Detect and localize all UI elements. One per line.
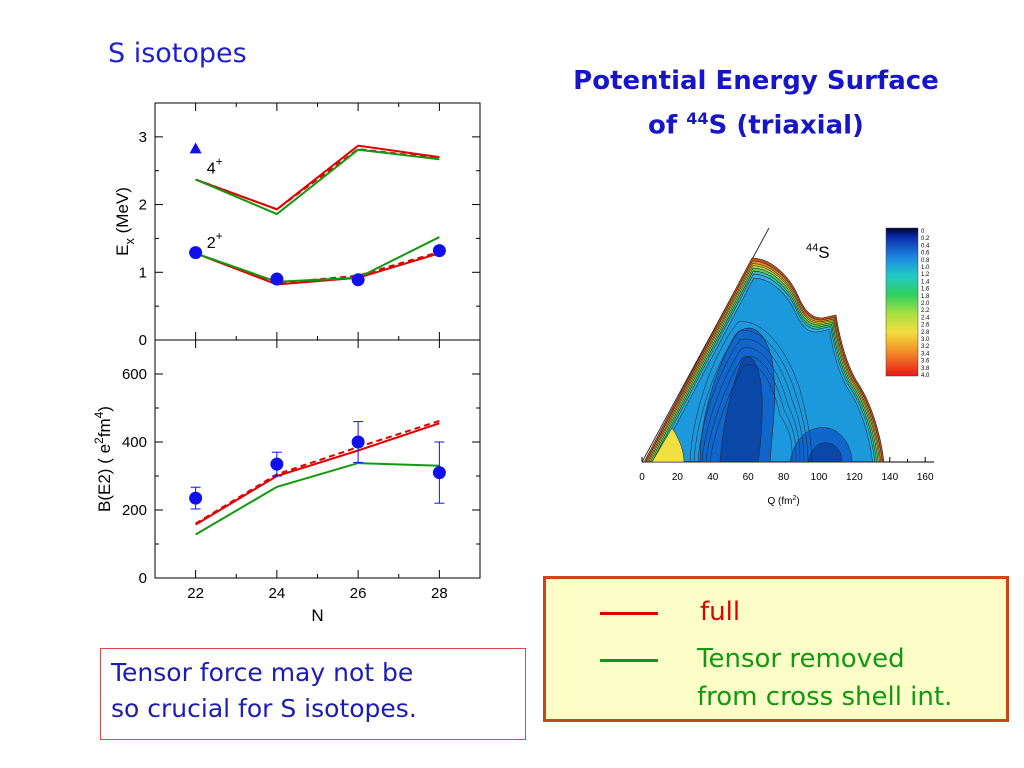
top-ytick-label: 1 [139,264,147,281]
top-plot-frame [154,102,481,341]
bottom-exp-point [351,435,365,449]
pes-title-line2: of 44S (triaxial) [536,100,976,145]
pes-colorbar-label: 2.2 [921,308,930,314]
pes-xtick-label: 160 [917,472,934,483]
pes-basin-oblate-core [807,442,843,463]
top-ylabel: Ex (MeV) [113,187,137,256]
pes-colorbar-label: 3.4 [921,351,930,357]
bottom-xtick-label: 22 [187,585,204,602]
top-annotation-0: 4+ [207,154,223,177]
top-exp-2plus-point [270,272,284,286]
bottom-ytick-label: 600 [122,366,147,383]
top-series-tensor_removed-values_4plus [195,148,440,216]
pes-xtick-label: 80 [778,472,790,483]
pes-xtick-label: 140 [881,472,898,483]
pes-title-mass: 44 [686,109,709,128]
pes-colorbar-label: 1.8 [921,294,930,300]
be2-chart: 0 200 400 600 22 24 26 28 N B(E2) ( e2fm4) [92,339,481,625]
top-series-full-dashed-values_4plus [195,148,440,211]
bottom-xtick-label: 26 [350,585,367,602]
top-exp-2plus-point [351,273,365,287]
pes-edge-yellow [651,427,685,463]
bottom-exp-point [432,466,446,480]
pes-colorbar-label: 2.8 [921,330,930,336]
note-line-2: so crucial for S isotopes. [111,694,417,723]
top-ytick-label: 2 [139,197,147,214]
top-ytick-label: 3 [139,129,147,146]
bottom-series-full [195,422,440,526]
bottom-xtick-label: 28 [431,585,448,602]
bottom-series-tensor_removed [195,462,440,536]
note-line-1: Tensor force may not be [111,658,414,687]
top-annotation-1: 2+ [207,229,223,252]
pes-colorbar-label: 2.6 [921,323,930,329]
pes-contour-line [701,347,801,463]
pes-colorbar-label: 0 [921,229,925,235]
pes-colorbar-label: 0.6 [921,251,930,257]
pes-colorbar-label: 3.2 [921,344,930,350]
bottom-ytick-label: 400 [122,434,147,451]
pes-colorbar-label: 2.0 [921,301,930,307]
pes-colorbar-label: 1.0 [921,265,930,271]
bottom-xtick-label: 24 [269,585,286,602]
pes-colorbar-label: 3.0 [921,337,930,343]
pes-colorbar-label: 3.6 [921,359,930,365]
bottom-exp-point [270,457,284,471]
pes-colorbar-label: 0.2 [921,236,930,242]
pes-basin-core [719,356,763,463]
top-series-tensor_removed-values_2plus [195,236,440,283]
note-text: Tensor force may not be so crucial for S… [111,655,515,727]
pes-colorbar-label: 4.0 [921,373,930,379]
pes-colorbar-label: 1.6 [921,287,930,293]
pes-colorbar-label: 1.2 [921,272,930,278]
legend-tensor-label-2: from cross shell int. [697,682,953,712]
pes-contour-line [709,364,793,463]
pes-xlabel: Q (fm2) [767,495,799,507]
pes-title-rest: S (triaxial) [708,110,864,141]
pes-title: Potential Energy Surface of 44S (triaxia… [536,62,976,145]
top-exp-4plus-point [189,142,202,154]
pes-colorbar-label: 0.8 [921,258,930,264]
top-exp-2plus-point [189,246,203,260]
pes-xtick-label: 0 [639,472,645,483]
pes-colorbar-label: 2.4 [921,315,930,321]
bottom-plot-frame [154,339,481,579]
pes-nucleus-label: 44S [806,242,830,262]
pes-xtick-label: 20 [672,472,684,483]
pes-colorbar-label: 0.4 [921,243,930,249]
legend-box: full Tensor removed from cross shell int… [543,576,1009,722]
bottom-xlabel: N [311,606,323,625]
pes-xtick-label: 60 [743,472,755,483]
pes-contour-line [693,330,809,463]
pes-colorbar-label: 3.8 [921,366,930,372]
legend-tensor-line [600,659,658,662]
excitation-energy-chart: 0 1 2 3 Ex (MeV) 4+ 2+ [113,102,481,349]
bottom-series-full-dashed [195,419,440,525]
legend-full-label: full [700,597,741,627]
top-ytick-label: 0 [139,332,147,349]
pes-title-of: of [648,110,687,141]
note-box: Tensor force may not be so crucial for S… [100,648,526,740]
pes-xtick-label: 120 [846,472,863,483]
bottom-ylabel: B(E2) ( e2fm4) [92,406,114,512]
pes-xtick-label: 40 [707,472,719,483]
pes-contour-line [697,338,805,463]
slide-heading: S isotopes [108,38,247,69]
pes-xtick-label: 100 [811,472,828,483]
legend-full-line [600,612,658,615]
pes-contour-line [705,356,797,463]
legend-tensor-label-1: Tensor removed [697,644,905,674]
bottom-ytick-label: 200 [122,502,147,519]
pes-title-line1: Potential Energy Surface [573,66,939,96]
pes-colorbar-label: 1.4 [921,279,930,285]
bottom-exp-point [189,491,203,505]
bottom-ytick-label: 0 [139,570,147,587]
pes-colorbar [885,227,919,377]
top-exp-2plus-point [432,244,446,258]
